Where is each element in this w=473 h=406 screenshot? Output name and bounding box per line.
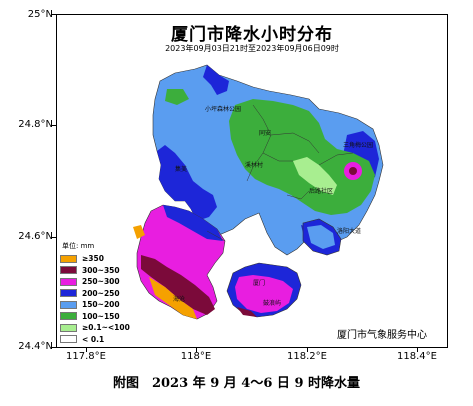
legend-swatch — [60, 312, 77, 321]
lat-tick — [51, 14, 56, 15]
land-region-300-350-southwest — [141, 255, 215, 315]
legend-label: 200~250 — [82, 288, 120, 298]
lon-label: 118.4°E — [397, 351, 437, 362]
land-region-island-dark — [237, 307, 257, 317]
place-label: 同安 — [259, 129, 271, 137]
place-label: 后路社区 — [309, 187, 333, 195]
legend-item: ≥350 — [60, 253, 138, 265]
legend-swatch — [60, 300, 77, 309]
legend-label: ≥0.1~<100 — [82, 323, 130, 333]
legend-label: ≥350 — [82, 254, 104, 264]
district-borders — [206, 104, 354, 242]
place-labels: 小坪森林公园 同安 三角梅公园 溪林村 后路社区 洛阳大道 海沧 集美 厦门 鼓… — [173, 105, 373, 307]
lon-label: 118°E — [180, 351, 212, 362]
land-region-100-150 — [229, 99, 375, 215]
legend-item: 300~350 — [60, 265, 138, 277]
lon-tick — [417, 348, 418, 352]
legend-label: < 0.1 — [82, 334, 105, 344]
legend-swatch — [60, 266, 77, 275]
land-region-0-100 — [293, 157, 337, 195]
legend-swatch — [60, 323, 77, 332]
lat-label: 24.4°N — [18, 341, 53, 352]
precipitation-map: 小坪森林公园 同安 三角梅公园 溪林村 后路社区 洛阳大道 海沧 集美 厦门 鼓… — [57, 15, 447, 347]
place-label: 厦门 — [253, 279, 265, 287]
legend-item: 250~300 — [60, 276, 138, 288]
legend-title: 单位: mm — [62, 242, 95, 250]
agency-label: 厦门市气象服务中心 — [337, 330, 427, 341]
legend-item: 100~150 — [60, 311, 138, 323]
land-region-200-250-northeast — [203, 65, 229, 95]
place-label: 鼓浪屿 — [263, 299, 281, 307]
lon-tick — [86, 348, 87, 352]
lat-label: 25°N — [27, 9, 53, 20]
legend-item: ≥0.1~<100 — [60, 322, 138, 334]
place-label: 溪林村 — [245, 161, 263, 169]
map-subtitle: 2023年09月03日21时至2023年09月06日09时 — [165, 44, 339, 53]
land-region-350plus-west — [133, 225, 145, 239]
lon-tick — [307, 348, 308, 352]
legend: 单位: mm ≥350 300~350 250~300 200~250 150~200 1… — [60, 241, 138, 345]
legend-item: 150~200 — [60, 299, 138, 311]
lon-label: 117.8°E — [66, 351, 106, 362]
land-region-350plus-southwest — [149, 277, 197, 319]
lat-label: 24.8°N — [18, 119, 53, 130]
lat-tick — [51, 237, 56, 238]
legend-label: 250~300 — [82, 277, 120, 287]
land-region-southeast-light — [307, 225, 335, 249]
land-region-island-magenta — [235, 275, 293, 313]
legend-swatch — [60, 254, 77, 263]
legend-swatch — [60, 335, 77, 344]
lat-tick — [51, 125, 56, 126]
legend-item: 200~250 — [60, 288, 138, 300]
place-label: 三角梅公园 — [343, 141, 373, 149]
legend-swatch — [60, 277, 77, 286]
land-region-200-250-west — [157, 145, 217, 221]
map-title: 厦门市降水小时分布 — [171, 25, 333, 45]
legend-item: < 0.1 — [60, 334, 138, 346]
place-label: 小坪森林公园 — [205, 105, 241, 113]
lat-tick — [51, 347, 56, 348]
legend-swatch — [60, 289, 77, 298]
land-region-200-250-southwest — [163, 205, 223, 241]
place-label: 海沧 — [173, 295, 185, 303]
lon-label: 118.2°E — [287, 351, 327, 362]
legend-label: 150~200 — [82, 300, 120, 310]
figure-caption: 附图 2023 年 9 月 4～6 日 9 时降水量 — [112, 376, 361, 391]
legend-label: 300~350 — [82, 265, 120, 275]
place-label: 集美 — [175, 165, 187, 173]
hotspot-east-core — [349, 167, 357, 175]
map-frame: 小坪森林公园 同安 三角梅公园 溪林村 后路社区 洛阳大道 海沧 集美 厦门 鼓… — [56, 14, 448, 348]
lon-tick — [196, 348, 197, 352]
lat-label: 24.6°N — [18, 231, 53, 242]
legend-rows: ≥350 300~350 250~300 200~250 150~200 100~150 ≥… — [60, 253, 138, 345]
place-label: 洛阳大道 — [337, 227, 361, 235]
land-region-100-150-north — [165, 89, 189, 105]
legend-label: 100~150 — [82, 311, 120, 321]
